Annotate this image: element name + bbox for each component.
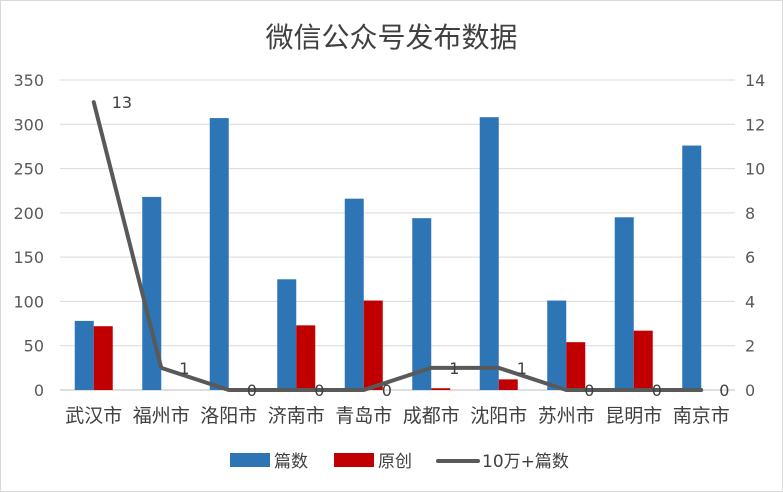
data-label: 0 [652, 381, 662, 400]
bar-篇数 [209, 118, 229, 390]
bars [74, 117, 702, 390]
bar-篇数 [277, 279, 297, 390]
y-right-tick-label: 14 [745, 71, 765, 90]
legend-swatch [230, 453, 270, 467]
x-tick-label: 济南市 [268, 405, 325, 427]
y-left-tick-label: 250 [13, 160, 44, 179]
data-label: 0 [719, 381, 729, 400]
legend-label: 篇数 [274, 452, 308, 472]
x-tick-label: 苏州市 [538, 405, 595, 427]
data-label: 1 [179, 359, 189, 378]
y-axis-left: 0 50 100 150 200 250 300 350 [13, 71, 44, 400]
bar-篇数 [682, 145, 702, 390]
y-left-tick-label: 50 [24, 337, 44, 356]
y-left-tick-label: 0 [34, 381, 44, 400]
y-right-tick-label: 4 [745, 292, 755, 311]
y-right-tick-label: 10 [745, 160, 765, 179]
y-right-tick-label: 0 [745, 381, 755, 400]
bar-篇数 [344, 198, 364, 390]
bar-原创 [633, 330, 653, 390]
bar-原创 [93, 326, 113, 390]
bar-篇数 [614, 217, 634, 390]
bar-篇数 [74, 320, 94, 390]
x-tick-label: 昆明市 [605, 405, 662, 427]
bar-原创 [431, 388, 451, 390]
bar-篇数 [479, 117, 499, 390]
y-axis-right: 0 2 4 6 8 10 12 14 [745, 71, 765, 400]
bar-篇数 [547, 300, 567, 390]
y-left-tick-label: 150 [13, 248, 44, 267]
y-right-tick-label: 2 [745, 337, 755, 356]
legend-label: 10万+篇数 [482, 452, 569, 472]
bar-原创 [296, 325, 316, 390]
bar-篇数 [412, 218, 432, 390]
y-left-tick-label: 100 [13, 292, 44, 311]
x-tick-label: 武汉市 [65, 405, 122, 427]
x-tick-label: 沈阳市 [470, 405, 527, 427]
line-10万+篇数 [91, 100, 704, 392]
y-left-tick-label: 350 [13, 71, 44, 90]
legend: 篇数 原创 10万+篇数 [230, 452, 569, 472]
y-right-tick-label: 12 [745, 115, 765, 134]
chart-title: 微信公众号发布数据 [265, 21, 518, 54]
y-left-tick-label: 300 [13, 115, 44, 134]
legend-label: 原创 [378, 452, 412, 472]
line-series: 13 1 0 0 0 1 1 0 0 0 [91, 93, 729, 400]
y-right-tick-label: 6 [745, 248, 755, 267]
x-tick-label: 福州市 [133, 405, 190, 427]
data-label: 1 [449, 359, 459, 378]
data-label: 0 [584, 381, 594, 400]
data-label: 0 [314, 381, 324, 400]
x-axis: 武汉市 福州市 洛阳市 济南市 青岛市 成都市 沈阳市 苏州市 昆明市 南京市 [65, 405, 730, 427]
x-tick-label: 洛阳市 [200, 405, 257, 427]
legend-swatch [334, 453, 374, 467]
x-tick-label: 南京市 [673, 405, 730, 427]
x-tick-label: 青岛市 [335, 405, 392, 427]
bar-原创 [498, 379, 518, 390]
bar-原创 [363, 300, 383, 390]
y-right-tick-label: 8 [745, 204, 755, 223]
y-left-tick-label: 200 [13, 204, 44, 223]
data-label: 0 [247, 381, 257, 400]
bar-原创 [566, 342, 586, 390]
data-label: 0 [382, 381, 392, 400]
data-label: 13 [112, 93, 132, 112]
x-tick-label: 成都市 [403, 405, 460, 427]
data-label: 1 [517, 359, 527, 378]
